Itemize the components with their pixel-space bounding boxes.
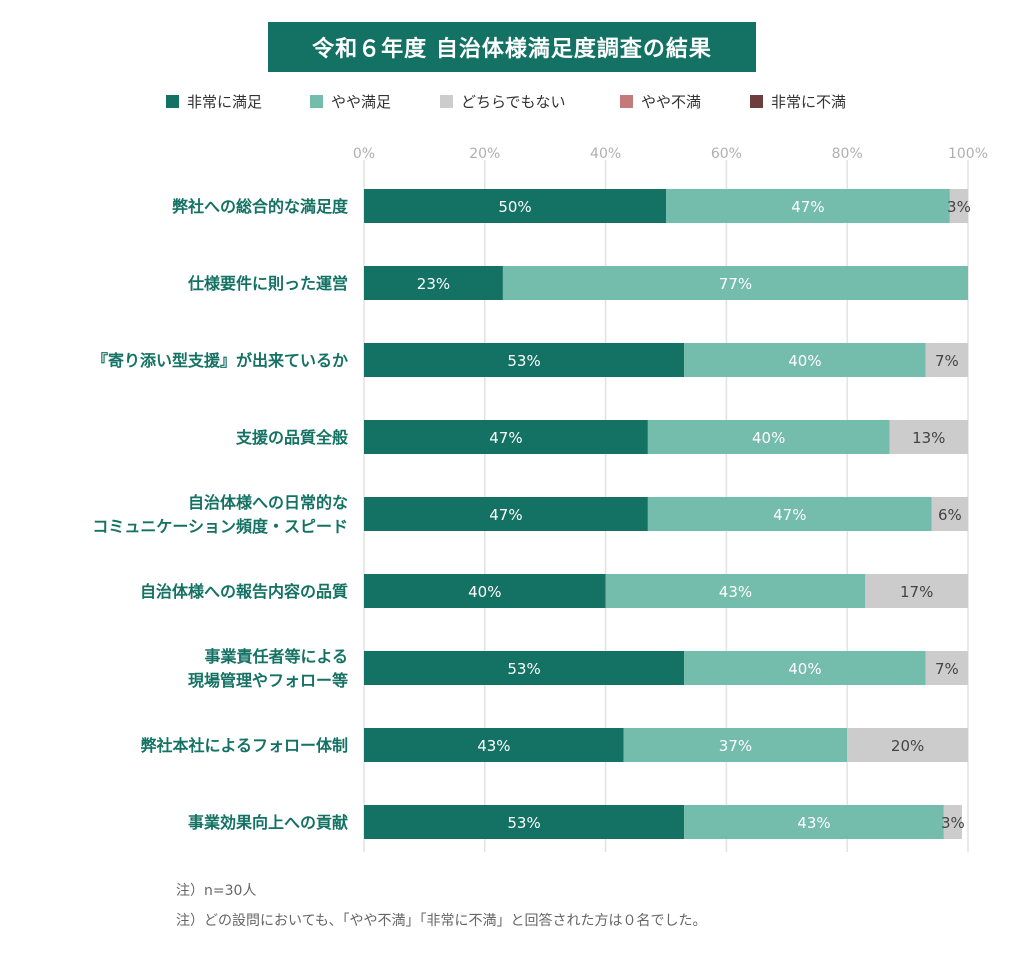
- x-tick-label-80: 80%: [832, 146, 863, 162]
- legend-swatch-somewhat-satisfied: [310, 94, 323, 108]
- category-label-3: 支援の品質全般: [235, 428, 348, 447]
- category-label-2: 『寄り添い型支援』が出来ているか: [92, 351, 348, 370]
- legend-item-somewhat-satisfied: やや満足: [310, 88, 391, 114]
- bar-segment-3-1: [647, 420, 890, 454]
- bar-segment-5-2: [865, 574, 968, 608]
- bar-segment-1-1: [502, 266, 968, 300]
- footnote-no-dissatisfied: 注）どの設問においても、「やや不満」「非常に不満」と回答された方は０名でした。: [176, 913, 707, 929]
- x-tick-label-60: 60%: [711, 146, 742, 162]
- data-label-1-1: 77%: [719, 275, 752, 293]
- category-label-4-line-1: コミュニケーション頻度・スピード: [92, 517, 348, 536]
- bar-segment-2-1: [684, 343, 926, 377]
- data-label-6-0: 53%: [507, 660, 540, 678]
- legend-swatch-very-dissatisfied: [750, 94, 763, 108]
- data-label-8-2: 3%: [941, 814, 965, 832]
- data-label-0-1: 47%: [791, 198, 824, 216]
- data-label-6-2: 7%: [935, 660, 959, 678]
- bar-segment-6-0: [364, 651, 685, 685]
- bar-segment-8-0: [364, 805, 685, 839]
- bar-segment-5-1: [605, 574, 866, 608]
- data-label-8-1: 43%: [797, 814, 830, 832]
- category-label-8: 事業効果向上への貢献: [188, 813, 348, 832]
- legend-item-neutral: どちらでもない: [440, 88, 566, 114]
- legend-label-very-dissatisfied: 非常に不満: [771, 92, 847, 111]
- bar-segment-4-1: [647, 497, 932, 531]
- category-label-6-line-1: 現場管理やフォロー等: [188, 671, 348, 690]
- x-tick-label-20: 20%: [469, 146, 500, 162]
- footnote-sample-size: 注）n=30人: [176, 883, 257, 899]
- bar-segment-6-1: [684, 651, 926, 685]
- data-label-1-0: 23%: [417, 275, 450, 293]
- data-label-5-2: 17%: [900, 583, 933, 601]
- legend-label-neutral: どちらでもない: [461, 92, 566, 111]
- bar-segment-2-2: [925, 343, 968, 377]
- data-label-2-2: 7%: [935, 352, 959, 370]
- category-label-6-line-0: 事業責任者等による: [204, 647, 348, 666]
- data-label-3-2: 13%: [912, 429, 945, 447]
- data-label-5-0: 40%: [468, 583, 501, 601]
- data-label-7-1: 37%: [719, 737, 752, 755]
- legend-item-somewhat-dissatisfied: やや不満: [620, 88, 701, 114]
- x-tick-label-100: 100%: [948, 146, 988, 162]
- data-label-6-1: 40%: [788, 660, 821, 678]
- bar-segment-7-1: [623, 728, 848, 762]
- data-label-0-2: 3%: [947, 198, 971, 216]
- data-label-7-2: 20%: [891, 737, 924, 755]
- category-label-5: 自治体様への報告内容の品質: [140, 582, 348, 601]
- bar-segment-4-2: [931, 497, 968, 531]
- data-label-5-1: 43%: [719, 583, 752, 601]
- data-label-8-0: 53%: [507, 814, 540, 832]
- legend-item-very-dissatisfied: 非常に不満: [750, 88, 846, 114]
- data-label-4-0: 47%: [489, 506, 522, 524]
- data-label-3-0: 47%: [489, 429, 522, 447]
- bar-segment-3-0: [364, 420, 648, 454]
- bar-segment-1-0: [364, 266, 503, 300]
- data-label-2-1: 40%: [788, 352, 821, 370]
- footnotes: 注）n=30人 注）どの設問においても、「やや不満」「非常に不満」と回答された方…: [176, 876, 706, 936]
- bar-segment-3-2: [889, 420, 968, 454]
- legend-swatch-somewhat-dissatisfied: [620, 94, 633, 108]
- legend-label-very-satisfied: 非常に満足: [187, 92, 263, 111]
- x-tick-label-40: 40%: [590, 146, 621, 162]
- category-label-1: 仕様要件に則った運営: [187, 274, 348, 293]
- legend: 非常に満足 やや満足 どちらでもない やや不満 非常に不満: [0, 88, 1024, 114]
- data-label-0-0: 50%: [498, 198, 531, 216]
- category-label-0: 弊社への総合的な満足度: [172, 197, 349, 216]
- stacked-bar-chart: 0% 20% 40% 60% 80% 100% 弊社への総合的な満足度 50% 47% 3% 仕様要…: [92, 146, 988, 852]
- bar-segment-7-2: [847, 728, 968, 762]
- category-label-4-line-0: 自治体様への日常的な: [188, 493, 348, 512]
- bar-segment-2-0: [364, 343, 685, 377]
- bar-segment-4-0: [364, 497, 648, 531]
- legend-item-very-satisfied: 非常に満足: [166, 88, 262, 114]
- data-label-7-0: 43%: [477, 737, 510, 755]
- bar-segment-0-1: [666, 189, 950, 223]
- chart-title: 令和６年度 自治体様満足度調査の結果: [268, 22, 756, 72]
- bar-segment-8-2: [943, 805, 962, 839]
- bar-segment-0-2: [949, 189, 968, 223]
- legend-swatch-very-satisfied: [166, 94, 179, 108]
- data-label-3-1: 40%: [752, 429, 785, 447]
- bar-segment-8-1: [684, 805, 944, 839]
- legend-swatch-neutral: [440, 94, 453, 108]
- bar-segment-6-2: [925, 651, 968, 685]
- bar-segment-5-0: [364, 574, 606, 608]
- data-label-2-0: 53%: [507, 352, 540, 370]
- data-label-4-2: 6%: [938, 506, 962, 524]
- bar-segment-7-0: [364, 728, 624, 762]
- category-label-7: 弊社本社によるフォロー体制: [140, 736, 348, 755]
- legend-label-somewhat-satisfied: やや満足: [331, 92, 392, 111]
- x-tick-label-0: 0%: [353, 146, 375, 162]
- legend-label-somewhat-dissatisfied: やや不満: [641, 92, 702, 111]
- bar-segment-0-0: [364, 189, 666, 223]
- data-label-4-1: 47%: [773, 506, 806, 524]
